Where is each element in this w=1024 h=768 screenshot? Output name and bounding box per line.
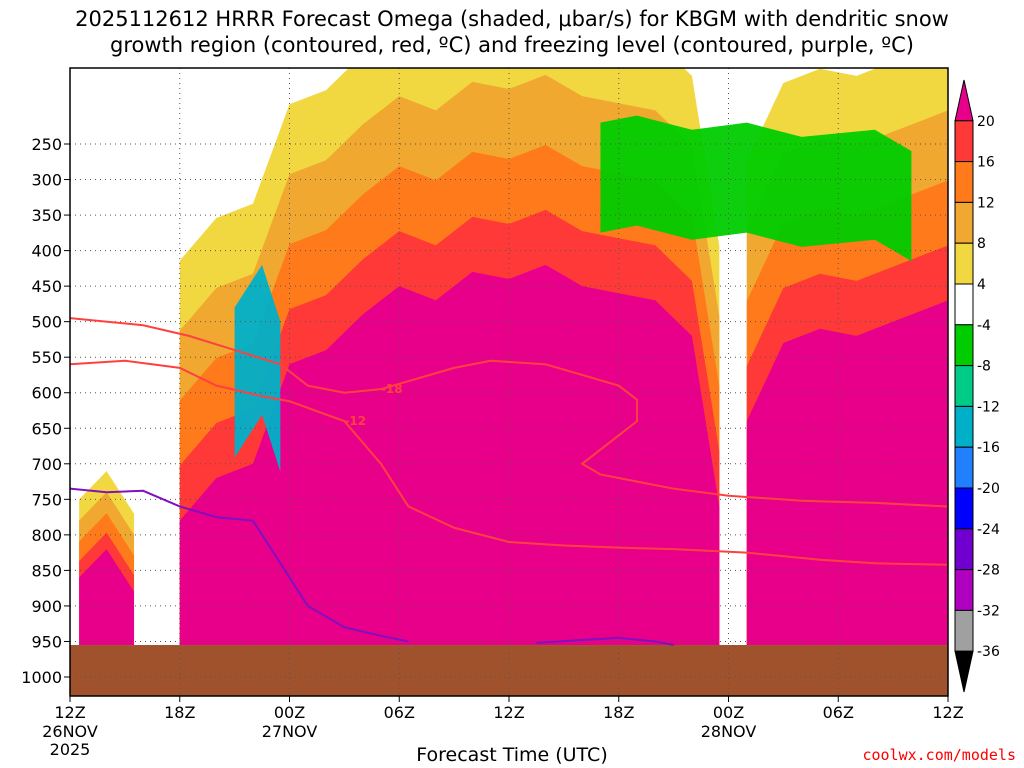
colorbar-label--4: -4: [977, 318, 991, 334]
title-line-1: 2025112612 HRRR Forecast Omega (shaded, …: [75, 7, 949, 31]
colorbar-label--8: -8: [977, 359, 991, 375]
x-axis-label: Forecast Time (UTC): [416, 744, 608, 766]
y-tick-label-450: 450: [31, 277, 62, 296]
colorbar-box-3: [954, 201, 974, 244]
contour-label-0: -18: [381, 382, 403, 396]
x-tick-label-48: 12Z: [932, 703, 963, 722]
y-tick-label-800: 800: [31, 526, 62, 545]
omega-core-main-ascent: [179, 264, 720, 646]
colorbar-label--36: -36: [977, 644, 1000, 660]
colorbar-label--16: -16: [977, 440, 1000, 456]
colorbar-label--12: -12: [977, 399, 1000, 415]
y-tick-label-950: 950: [31, 632, 62, 651]
colorbar-label-16: 16: [977, 155, 995, 171]
colorbar-label-8: 8: [977, 236, 986, 252]
colorbar-box-7: [954, 365, 974, 407]
colorbar-label-20: 20: [977, 114, 995, 130]
y-tick-label-1000: 1000: [21, 668, 62, 687]
omega-core-early-ascent-pulse: [79, 549, 135, 646]
y-tick-label-300: 300: [31, 171, 62, 190]
x-tick-date-12: 27NOV: [262, 722, 318, 741]
omega-core-late-ascent: [746, 300, 948, 646]
x-tick-label-30: 18Z: [603, 703, 634, 722]
contour-3: [536, 636, 674, 647]
contour-label-1: -12: [344, 414, 366, 428]
chart-title: 2025112612 HRRR Forecast Omega (shaded, …: [0, 6, 1024, 58]
colorbar-box-5: [954, 283, 974, 326]
colorbar-box-1: [954, 120, 974, 163]
colorbar-box-4: [954, 242, 974, 285]
x-tick-label-0: 12Z: [54, 703, 85, 722]
y-tick-label-700: 700: [31, 455, 62, 474]
colorbar-box-2: [954, 161, 974, 203]
colorbar-label--24: -24: [977, 522, 1000, 538]
colorbar-box-10: [954, 487, 974, 530]
colorbar: 20 16 12 8 4 -4 -8 -12 -16 -20 -24 -28 -32 -36: [954, 79, 1000, 693]
plot-area: -18 -12: [70, 68, 948, 696]
colorbar-top-triangle: [954, 79, 974, 122]
y-tick-label-550: 550: [31, 348, 62, 367]
title-line-2: growth region (contoured, red, ºC) and f…: [110, 33, 914, 57]
x-tick-label-6: 18Z: [164, 703, 195, 722]
colorbar-box-9: [954, 446, 974, 489]
x-tick-year-0: 2025: [50, 740, 91, 759]
x-tick-label-24: 12Z: [493, 703, 524, 722]
omega-descent-upper-descent: [600, 115, 912, 262]
x-tick-date-36: 28NOV: [701, 722, 757, 741]
y-tick-label-750: 750: [31, 490, 62, 509]
colorbar-label-12: 12: [977, 195, 995, 211]
credit-text[interactable]: coolwx.com/models: [862, 746, 1016, 764]
colorbar-box-12: [954, 569, 974, 611]
colorbar-label--20: -20: [977, 481, 1000, 497]
colorbar-box-13: [954, 609, 974, 652]
x-tick-label-42: 06Z: [823, 703, 854, 722]
x-tick-label-18: 06Z: [384, 703, 415, 722]
colorbar-bottom-triangle: [954, 650, 974, 693]
y-tick-label-250: 250: [31, 135, 62, 154]
contour-0: [70, 317, 948, 508]
y-tick-label-600: 600: [31, 384, 62, 403]
y-tick-label-350: 350: [31, 206, 62, 225]
y-tick-label-650: 650: [31, 419, 62, 438]
y-tick-label-900: 900: [31, 597, 62, 616]
colorbar-label--32: -32: [977, 603, 1000, 619]
omega-descent-midlevel-descent: [234, 264, 281, 472]
colorbar-box-6: [954, 324, 974, 367]
colorbar-box-11: [954, 528, 974, 571]
x-tick-label-12: 00Z: [274, 703, 305, 722]
contour-1: [70, 359, 948, 566]
x-tick-label-36: 00Z: [713, 703, 744, 722]
y-tick-label-400: 400: [31, 242, 62, 261]
contour-2: [70, 487, 409, 643]
y-tick-label-500: 500: [31, 313, 62, 332]
colorbar-label-4: 4: [977, 277, 986, 293]
y-tick-label-850: 850: [31, 561, 62, 580]
colorbar-label--28: -28: [977, 563, 1000, 579]
x-tick-date-0: 26NOV: [42, 722, 98, 741]
colorbar-box-8: [954, 405, 974, 448]
